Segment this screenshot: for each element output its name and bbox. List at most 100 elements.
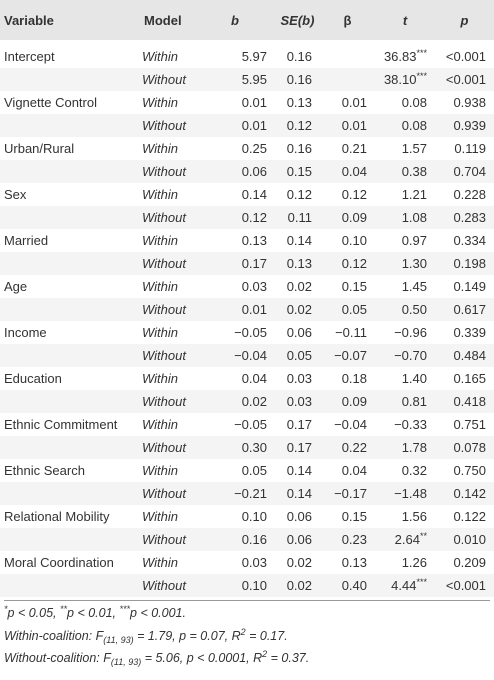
p-cell: <0.001	[445, 49, 486, 64]
b-cell: 0.10	[241, 578, 267, 593]
beta-cell: 0.15	[341, 279, 367, 294]
t-value: 1.08	[401, 210, 427, 225]
footnote: Without-coalition: F(11, 93) = 5.06, p <…	[4, 647, 490, 670]
beta-cell: 0.13	[341, 555, 367, 570]
note-text: (11, 93)	[103, 634, 134, 645]
t-value: 1.56	[401, 509, 427, 524]
p-cell: 0.078	[453, 440, 486, 455]
p-cell: 0.939	[453, 118, 486, 133]
footnotes: *p < 0.05, **p < 0.01, ***p < 0.001. Wit…	[4, 600, 490, 670]
p-cell: 0.119	[454, 141, 486, 156]
table-row: Without 0.01 0.02 0.05 0.50 0.617	[0, 298, 494, 321]
se-cell: 0.02	[286, 279, 312, 294]
se-cell: 0.05	[286, 348, 312, 363]
table-row: Ethnic Search Within 0.05 0.14 0.04 0.32 0.750	[0, 459, 494, 482]
note-text: 2	[240, 626, 246, 637]
note-text: = 5.06, p < 0.0001, R	[141, 651, 263, 665]
t-cell: 1.56	[375, 505, 435, 528]
note-text: = 0.17.	[245, 628, 288, 643]
header-cell: SE(b)	[280, 12, 315, 28]
variable-cell	[0, 436, 138, 459]
table-body: Intercept Within 5.97 0.16 36.83*** <0.001 Wit…	[0, 40, 494, 597]
note-text: Within-coalition: F	[4, 628, 104, 643]
table-row: Moral Coordination Within 0.03 0.02 0.13 1.26…	[0, 551, 494, 574]
beta-cell: 0.22	[341, 440, 367, 455]
beta-cell: 0.12	[341, 187, 367, 202]
p-cell: 0.484	[453, 348, 486, 363]
variable-cell	[0, 298, 138, 321]
se-cell: 0.02	[286, 555, 312, 570]
b-cell: 5.97	[241, 49, 267, 64]
beta-cell: 0.18	[341, 371, 367, 386]
significance: ***	[416, 577, 427, 587]
significance: **	[419, 531, 427, 541]
b-cell: 0.16	[241, 532, 267, 547]
p-cell: 0.418	[453, 394, 486, 409]
model-cell: Without	[142, 256, 186, 271]
b-cell: 0.03	[241, 555, 267, 570]
table-row: Urban/Rural Within 0.25 0.16 0.21 1.57 0.119	[0, 137, 494, 160]
t-cell: 0.97	[375, 229, 435, 252]
variable-cell	[0, 68, 138, 91]
p-cell: 0.122	[453, 509, 486, 524]
p-cell: 0.617	[453, 302, 486, 317]
b-cell: 0.01	[241, 302, 267, 317]
t-cell: 0.08	[375, 114, 435, 137]
t-cell: 1.78	[375, 436, 435, 459]
t-cell: 1.08	[375, 206, 435, 229]
model-cell: Without	[142, 72, 186, 87]
t-value: 0.08	[401, 118, 427, 133]
variable-cell: Ethnic Search	[4, 463, 85, 478]
model-cell: Within	[142, 141, 179, 156]
note-text: p < 0.01,	[67, 606, 120, 620]
model-cell: Within	[142, 279, 179, 294]
table-row: Without 0.16 0.06 0.23 2.64** 0.010	[0, 528, 494, 551]
model-cell: Without	[142, 302, 186, 317]
note-text: = 1.79, p = 0.07, R	[133, 628, 241, 643]
t-cell: 4.44***	[375, 574, 435, 597]
se-cell: 0.16	[286, 49, 312, 64]
p-cell: 0.334	[453, 233, 486, 248]
p-cell: 0.142	[453, 486, 486, 501]
variable-cell	[0, 482, 138, 505]
t-value: 1.30	[401, 256, 427, 271]
t-value: 0.08	[401, 95, 427, 110]
p-cell: 0.165	[453, 371, 486, 386]
variable-cell	[0, 528, 138, 551]
b-cell: 0.10	[241, 509, 267, 524]
t-cell: 1.45	[375, 275, 435, 298]
t-cell: −1.48	[375, 482, 435, 505]
note-text: p < 0.001.	[130, 606, 186, 620]
beta-cell: 0.01	[341, 118, 367, 133]
beta-cell: 0.40	[341, 578, 367, 593]
model-cell: Within	[142, 555, 179, 570]
beta-cell	[320, 68, 375, 91]
variable-cell	[0, 114, 138, 137]
p-cell: 0.751	[453, 417, 486, 432]
t-cell: 1.57	[375, 137, 435, 160]
se-cell: 0.14	[286, 463, 312, 478]
model-cell: Within	[142, 95, 179, 110]
t-cell: 36.83***	[375, 45, 435, 68]
p-cell: 0.750	[453, 463, 486, 478]
se-cell: 0.06	[286, 532, 312, 547]
note-text: 2	[262, 649, 268, 659]
b-cell: 0.01	[241, 118, 267, 133]
model-cell: Without	[142, 578, 186, 593]
se-cell: 0.16	[286, 141, 312, 156]
table-row: Without −0.21 0.14 −0.17 −1.48 0.142	[0, 482, 494, 505]
se-cell: 0.02	[286, 302, 312, 317]
model-cell: Without	[142, 532, 186, 547]
b-cell: 0.17	[241, 256, 267, 271]
t-cell: −0.70	[375, 344, 435, 367]
variable-cell	[0, 344, 138, 367]
p-cell: 0.283	[453, 210, 486, 225]
beta-cell	[320, 45, 375, 68]
header-cell: Variable	[4, 12, 54, 28]
beta-cell: 0.23	[341, 532, 367, 547]
se-cell: 0.11	[287, 210, 312, 225]
note-text: (11, 93)	[110, 657, 142, 667]
p-cell: 0.228	[453, 187, 486, 202]
header-row: Variable Model b SE(b) β t p	[0, 0, 494, 40]
